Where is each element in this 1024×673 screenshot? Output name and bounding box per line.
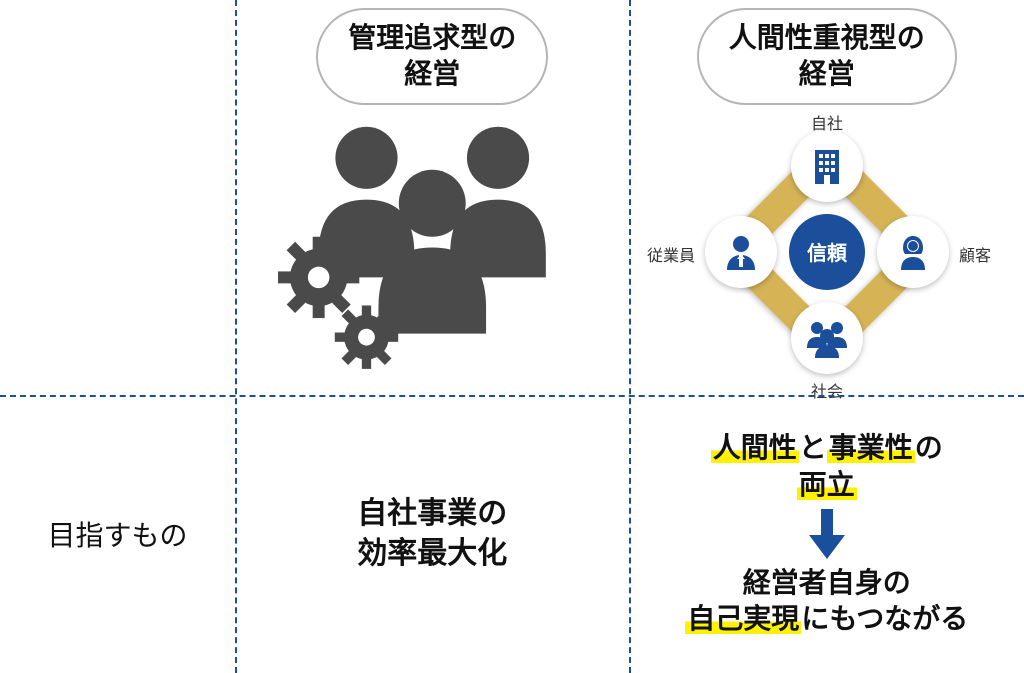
- trust-label-employee: 従業員: [647, 242, 695, 266]
- people-gears-icon: [235, 110, 630, 385]
- goal-right: 人間性と事業性の 両立 経営者自身の 自己実現にもつながる: [630, 395, 1024, 673]
- header-left-line1: 管理追求型の: [348, 22, 516, 53]
- goal-right-mid1: と: [799, 432, 827, 463]
- trust-node-company: [791, 130, 863, 202]
- trust-node-customer: [877, 216, 949, 288]
- goal-right-hl1c: 両立: [797, 469, 857, 500]
- goal-left: 自社事業の 効率最大化: [235, 395, 630, 673]
- header-pill-right: 人間性重視型の 経営: [697, 8, 957, 105]
- goal-right-hl1b: 事業性: [827, 432, 915, 463]
- trust-diagram: 信頼自社顧客社会従業員: [630, 110, 1024, 385]
- row1-label-empty: [0, 0, 235, 395]
- trust-node-society: [791, 302, 863, 374]
- goal-left-line1: 自社事業の: [357, 497, 507, 530]
- row-label-text: 目指すもの: [47, 514, 187, 554]
- goal-right-mid1tail: の: [915, 432, 943, 463]
- goal-right-hl2: 自己実現: [685, 603, 801, 634]
- goal-left-line2: 効率最大化: [357, 537, 507, 570]
- divider-horizontal: [0, 395, 1024, 397]
- col-left: 管理追求型の 経営: [235, 0, 630, 395]
- trust-label-company: 自社: [811, 110, 843, 134]
- header-right-line2: 経営: [799, 58, 855, 89]
- divider-vertical-2: [629, 0, 631, 673]
- trust-center: 信頼: [789, 214, 865, 290]
- trust-label-customer: 顧客: [959, 242, 991, 266]
- header-right-line1: 人間性重視型の: [729, 22, 925, 53]
- goal-right-line3a: 経営者自身の: [743, 567, 911, 598]
- divider-vertical-1: [235, 0, 237, 673]
- col-right: 人間性重視型の 経営 信頼自社顧客社会従業員: [630, 0, 1024, 395]
- header-left-line2: 経営: [404, 58, 460, 89]
- goal-right-hl1a: 人間性: [711, 432, 799, 463]
- arrow-down-icon: [807, 509, 847, 559]
- header-pill-left: 管理追求型の 経営: [316, 8, 548, 105]
- goal-right-line3b: にもつながる: [801, 603, 968, 634]
- row-label: 目指すもの: [0, 395, 235, 673]
- trust-node-employee: [705, 216, 777, 288]
